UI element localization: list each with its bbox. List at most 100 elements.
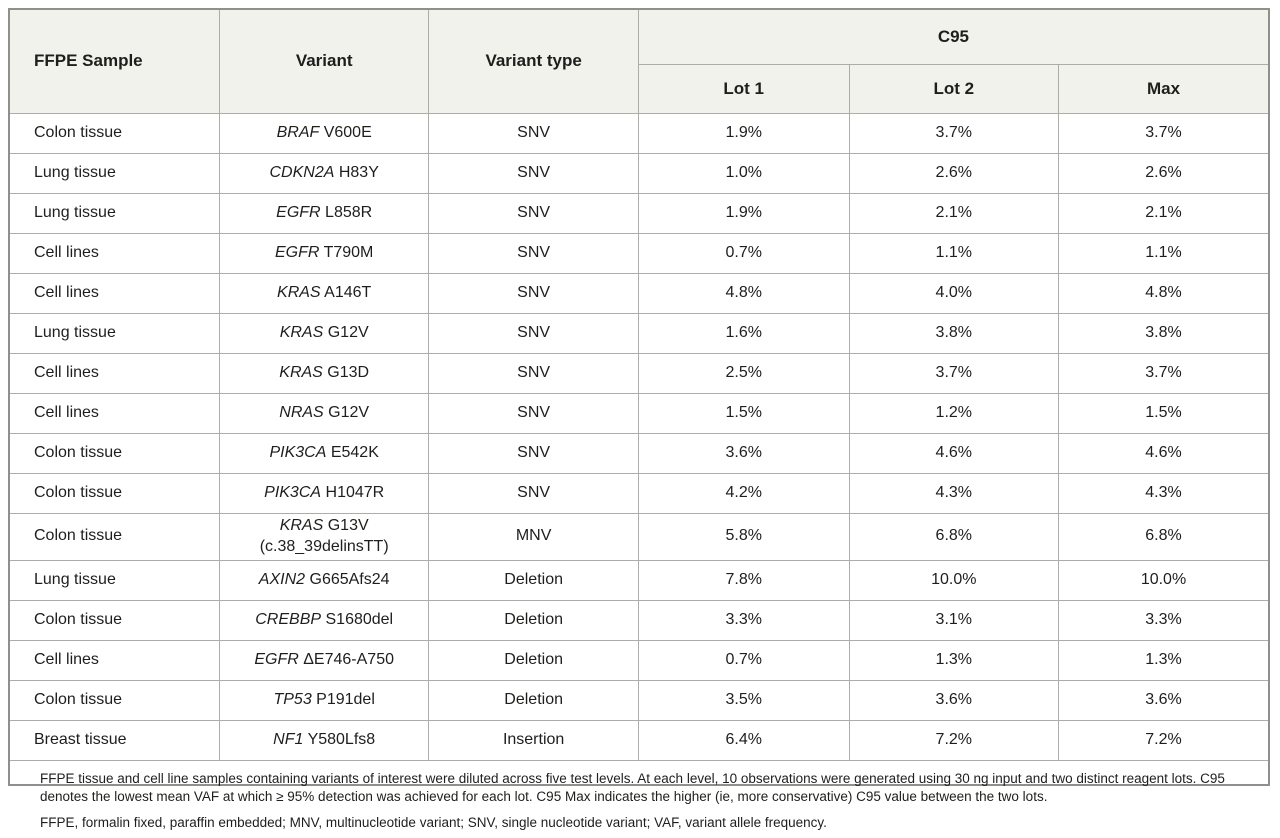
c95-max-cell: 3.8% [1058, 313, 1268, 354]
table-row: Colon tissue TP53 P191del Deletion 3.5% 3.6%… [10, 679, 1268, 721]
c95-lot1-cell: 3.5% [637, 679, 850, 721]
table-row: Cell lines EGFR ΔE746-A750 Deletion 0.7% 1.3… [10, 639, 1268, 681]
gene-symbol: PIK3CA [264, 484, 322, 502]
footnote-methods: FFPE tissue and cell line samples contai… [40, 770, 1225, 804]
table-row: Lung tissue AXIN2 G665Afs24 Deletion 7.8% 10… [10, 559, 1268, 601]
variant-type-cell: SNV [428, 233, 639, 274]
c95-lot1-cell: 6.4% [637, 719, 850, 760]
c95-lot1-cell: 0.7% [637, 233, 850, 274]
variant-cell: PIK3CA E542K [218, 433, 430, 474]
c95-lot1-cell: 1.9% [637, 193, 850, 234]
c95-lot2-cell: 7.2% [848, 719, 1060, 760]
c95-lot1-cell: 0.7% [637, 639, 850, 681]
variant-type-cell: MNV [428, 513, 639, 561]
variant-note: (c.38_39delinsTT) [259, 537, 389, 555]
table-row: Colon tissue PIK3CA E542K SNV 3.6% 4.6% 4.6% [10, 433, 1268, 474]
gene-symbol: NRAS [279, 404, 324, 422]
table-row: Cell lines EGFR T790M SNV 0.7% 1.1% 1.1% [10, 233, 1268, 274]
variant-type-cell: SNV [428, 113, 639, 154]
col-header-variant: Variant [218, 10, 430, 114]
variant-cell: EGFR L858R [218, 193, 430, 234]
col-header-lot2: Lot 2 [848, 64, 1060, 114]
variant-cell: KRAS G13V (c.38_39delinsTT) [218, 513, 430, 561]
c95-max-cell: 3.3% [1058, 599, 1268, 641]
variant-cell: AXIN2 G665Afs24 [218, 559, 430, 601]
table-row: Breast tissue NF1 Y580Lfs8 Insertion 6.4% 7.… [10, 719, 1268, 760]
c95-lot2-cell: 10.0% [848, 559, 1060, 601]
c95-lot1-cell: 4.8% [637, 273, 850, 314]
variant-type-cell: Deletion [428, 599, 639, 641]
c95-lot2-cell: 3.7% [848, 353, 1060, 394]
table-row: Cell lines KRAS A146T SNV 4.8% 4.0% 4.8% [10, 273, 1268, 314]
variant-type-cell: Deletion [428, 559, 639, 601]
ffpe-sample-cell: Cell lines [10, 233, 220, 274]
variant-cell: KRAS G12V [218, 313, 430, 354]
c95-lot2-cell: 1.1% [848, 233, 1060, 274]
col-header-ffpe-sample: FFPE Sample [10, 10, 220, 114]
variant-type-cell: Deletion [428, 679, 639, 721]
ffpe-sample-cell: Colon tissue [10, 599, 220, 641]
c95-max-cell: 4.3% [1058, 473, 1268, 514]
gene-symbol: KRAS [279, 517, 324, 534]
c95-max-cell: 6.8% [1058, 513, 1268, 561]
gene-symbol: TP53 [273, 690, 312, 708]
c95-max-cell: 10.0% [1058, 559, 1268, 601]
ffpe-sample-cell: Breast tissue [10, 719, 220, 760]
variant-type-cell: SNV [428, 313, 639, 354]
variant-type-cell: SNV [428, 153, 639, 194]
variant-cell: CDKN2A H83Y [218, 153, 430, 194]
gene-symbol: CREBBP [255, 610, 322, 628]
table-row: Lung tissue CDKN2A H83Y SNV 1.0% 2.6% 2.6% [10, 153, 1268, 194]
c95-lot1-cell: 3.6% [637, 433, 850, 474]
footnote-abbreviations: FFPE, formalin fixed, paraffin embedded;… [40, 815, 827, 831]
variant-cell: NRAS G12V [218, 393, 430, 434]
variant-type-cell: SNV [428, 433, 639, 474]
c95-lot1-cell: 4.2% [637, 473, 850, 514]
variant-type-cell: SNV [428, 193, 639, 234]
table-row: Colon tissue KRAS G13V (c.38_39delinsTT) MN… [10, 513, 1268, 561]
table-row: Colon tissue CREBBP S1680del Deletion 3.3% 3… [10, 599, 1268, 641]
c95-lot1-cell: 1.6% [637, 313, 850, 354]
variant-type-cell: SNV [428, 353, 639, 394]
table-row: Cell lines KRAS G13D SNV 2.5% 3.7% 3.7% [10, 353, 1268, 394]
c95-max-cell: 3.6% [1058, 679, 1268, 721]
col-header-variant-type: Variant type [428, 10, 639, 114]
c95-lot2-cell: 3.6% [848, 679, 1060, 721]
c95-lot2-cell: 3.8% [848, 313, 1060, 354]
ffpe-sample-cell: Cell lines [10, 393, 220, 434]
variant-cell: CREBBP S1680del [218, 599, 430, 641]
variant-cell: BRAF V600E [218, 113, 430, 154]
c95-lot1-cell: 1.9% [637, 113, 850, 154]
ffpe-sample-cell: Colon tissue [10, 473, 220, 514]
variant-cell: EGFR T790M [218, 233, 430, 274]
c95-max-cell: 4.6% [1058, 433, 1268, 474]
table-row: Lung tissue EGFR L858R SNV 1.9% 2.1% 2.1% [10, 193, 1268, 234]
c95-lot2-cell: 4.6% [848, 433, 1060, 474]
table-row: Colon tissue PIK3CA H1047R SNV 4.2% 4.3% 4.3% [10, 473, 1268, 514]
table-body: Colon tissue BRAF V600E SNV 1.9% 3.7% 3.7% Lun… [10, 113, 1268, 760]
c95-lot2-cell: 3.1% [848, 599, 1060, 641]
c95-results-table: FFPE Sample Variant Variant type C95 Lot… [10, 10, 1268, 760]
gene-symbol: EGFR [276, 204, 321, 222]
c95-lot1-cell: 1.5% [637, 393, 850, 434]
c95-lot2-cell: 4.3% [848, 473, 1060, 514]
c95-max-cell: 2.1% [1058, 193, 1268, 234]
c95-lot1-cell: 7.8% [637, 559, 850, 601]
ffpe-sample-cell: Colon tissue [10, 433, 220, 474]
table-row: Cell lines NRAS G12V SNV 1.5% 1.2% 1.5% [10, 393, 1268, 434]
gene-symbol: AXIN2 [258, 570, 306, 588]
gene-symbol: KRAS [279, 364, 323, 382]
variant-cell: EGFR ΔE746-A750 [218, 639, 430, 681]
c95-max-cell: 1.3% [1058, 639, 1268, 681]
c95-lot2-cell: 2.1% [848, 193, 1060, 234]
col-header-c95-group: C95 [637, 10, 1268, 65]
c95-lot2-cell: 4.0% [848, 273, 1060, 314]
table-row: Colon tissue BRAF V600E SNV 1.9% 3.7% 3.7% [10, 113, 1268, 154]
c95-max-cell: 1.5% [1058, 393, 1268, 434]
c95-max-cell: 3.7% [1058, 353, 1268, 394]
ffpe-sample-cell: Colon tissue [10, 113, 220, 154]
c95-lot1-cell: 3.3% [637, 599, 850, 641]
c95-lot2-cell: 1.3% [848, 639, 1060, 681]
c95-table-panel: FFPE Sample Variant Variant type C95 Lot… [8, 8, 1270, 830]
table-footnotes: FFPE tissue and cell line samples contai… [10, 759, 1268, 838]
